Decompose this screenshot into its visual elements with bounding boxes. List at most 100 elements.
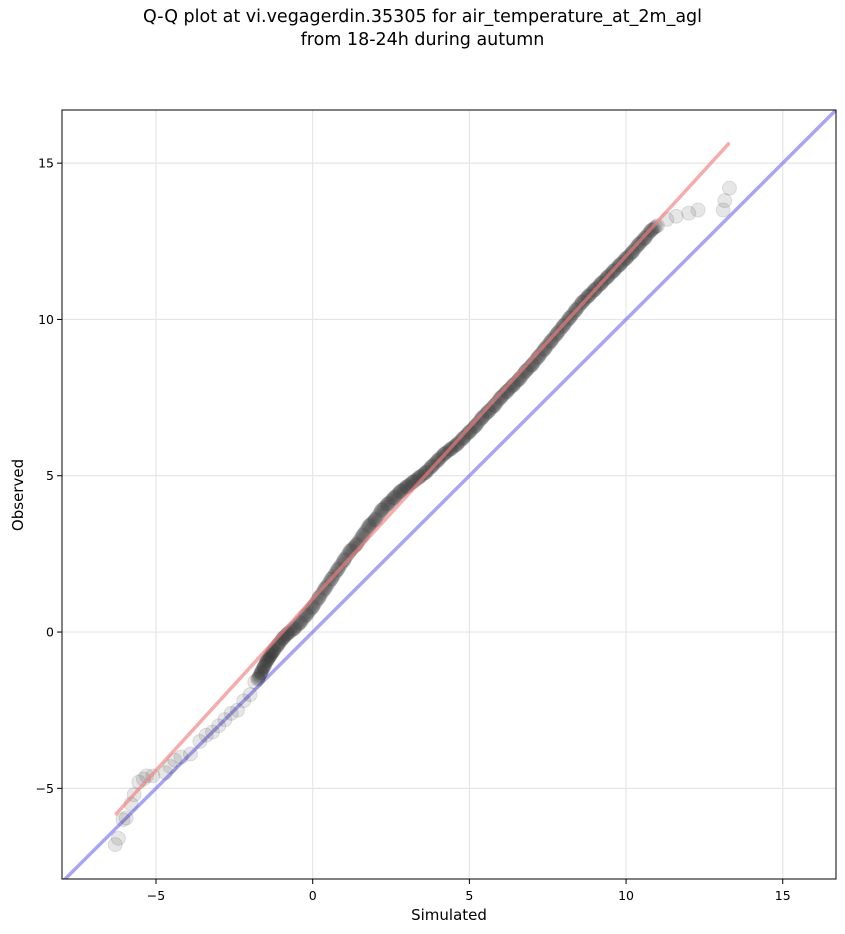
data-point-dense [495,388,510,403]
data-point-dense [452,434,467,449]
data-point-dense [258,656,273,671]
data-point-dense [392,485,407,500]
data-point-dense [450,436,465,451]
data-point [157,765,173,781]
data-point-dense [260,652,275,667]
data-point-dense [256,660,271,675]
data-point-dense [293,615,308,630]
data-point-dense [625,245,640,260]
data-point-dense [448,438,463,453]
data-point [262,647,278,663]
data-point-dense [492,391,507,406]
data-point [167,752,183,768]
data-point-dense [315,585,330,600]
data-point [256,658,272,674]
data-point-dense [454,433,469,448]
data-point-dense [471,414,486,429]
data-point [229,702,245,718]
data-point [211,718,227,734]
chart-title-line-1: Q-Q plot at vi.vegagerdin.35305 for air_… [142,7,703,27]
data-point-dense [378,498,393,513]
data-point-dense [478,407,493,422]
data-point [474,410,490,426]
data-point-dense [337,553,352,568]
data-point-dense [393,484,408,499]
data-point-dense [370,509,385,524]
y-tick-label: 10 [38,312,54,327]
data-point-dense [397,481,412,496]
data-point-dense [367,513,382,528]
data-point-dense [417,466,432,481]
data-point-dense [255,663,270,678]
data-point-dense [455,432,470,447]
data-point-dense [363,517,378,532]
axis-ticks: −5 0 5 10 15 −5 0 5 10 15 [36,156,791,903]
data-point-dense [539,339,554,354]
data-point-dense [251,670,266,685]
data-point-dense [256,661,271,676]
identity-line [62,110,836,879]
data-point-dense [380,496,395,511]
data-point-dense [250,671,265,686]
data-point-dense [262,649,277,664]
plot-frame [61,109,837,880]
data-point-dense [543,334,558,349]
data-point-dense [493,390,508,405]
data-point-dense [389,488,404,503]
data-point-dense [259,655,274,670]
data-point-dense [381,495,396,510]
data-point-dense [377,500,392,515]
data-point [649,218,665,234]
data-point-dense [382,494,397,509]
data-point-dense [364,516,379,531]
data-point-dense [462,424,477,439]
data-point [204,724,220,740]
data-point-dense [476,408,491,423]
data-point-dense [257,659,272,674]
data-point-dense [258,657,273,672]
data-point [118,810,134,826]
data-point-dense [460,427,475,442]
data-point-dense [373,504,388,519]
data-point [715,202,731,218]
data-point-dense [251,669,266,684]
data-point-dense [540,338,555,353]
x-tick-label: 0 [309,888,317,903]
data-point-dense [390,487,405,502]
data-point-dense [457,430,472,445]
data-point-dense [456,431,471,446]
data-point-dense [474,410,489,425]
data-point-dense [262,650,277,665]
data-point-dense [415,467,430,482]
data-point [721,180,737,196]
data-point-dense [480,405,495,420]
data-point-dense [375,502,390,517]
data-point [107,837,123,853]
data-point-dense [292,616,307,631]
data-point-dense [473,412,488,427]
data-point-dense [449,437,464,452]
data-point [449,436,465,452]
data-point-dense [624,246,639,261]
grid-lines [62,110,836,879]
data-point [681,205,697,221]
data-point [374,502,390,518]
data-point [223,705,239,721]
data-point-dense [475,409,490,424]
data-point-dense [263,647,278,662]
data-point-dense [459,428,474,443]
data-point [317,580,333,596]
data-point-dense [463,423,478,438]
data-point [543,333,559,349]
data-point-dense [365,515,380,530]
data-point-dense [391,486,406,501]
data-point-dense [318,581,333,596]
data-point-dense [538,340,553,355]
data-point-dense [358,523,373,538]
data-point-dense [252,668,267,683]
data-point-dense [253,665,268,680]
data-point-dense [535,344,550,359]
data-point-dense [472,413,487,428]
data-point-dense [253,666,268,681]
